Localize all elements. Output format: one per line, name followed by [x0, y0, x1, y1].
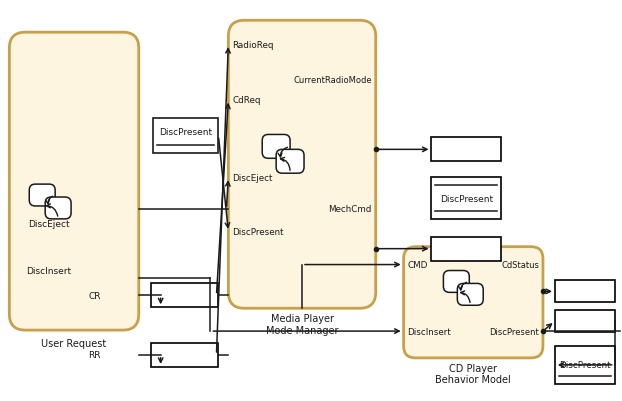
FancyBboxPatch shape [404, 247, 543, 358]
Text: RR: RR [88, 350, 101, 360]
Text: CdReq: CdReq [233, 96, 261, 105]
Text: RadioReq: RadioReq [233, 41, 274, 49]
Bar [151, 343, 218, 367]
Text: DiscEject: DiscEject [233, 173, 272, 182]
Text: CurrentRadioMode: CurrentRadioMode [293, 76, 372, 85]
Text: CdStatus: CdStatus [501, 260, 539, 269]
Bar [432, 237, 501, 261]
FancyBboxPatch shape [276, 150, 304, 174]
Text: DiscInsert: DiscInsert [407, 327, 452, 336]
Text: MechCmd: MechCmd [328, 205, 372, 214]
Bar [555, 310, 615, 332]
Text: Media Player
Mode Manager: Media Player Mode Manager [266, 314, 338, 335]
Bar [432, 178, 501, 219]
FancyBboxPatch shape [45, 198, 71, 219]
Bar [151, 284, 218, 308]
Bar [153, 118, 218, 154]
Text: DiscPresent: DiscPresent [233, 228, 284, 237]
FancyBboxPatch shape [228, 21, 376, 308]
Text: DiscPresent: DiscPresent [559, 360, 611, 369]
Text: CD Player
Behavior Model: CD Player Behavior Model [435, 363, 511, 385]
FancyBboxPatch shape [457, 284, 483, 306]
Text: DiscPresent: DiscPresent [159, 128, 212, 137]
FancyBboxPatch shape [262, 135, 290, 159]
FancyBboxPatch shape [443, 271, 469, 293]
Text: DiscEject: DiscEject [29, 220, 70, 229]
Text: DiscPresent: DiscPresent [440, 194, 493, 203]
Text: CR: CR [88, 291, 101, 300]
Text: DiscInsert: DiscInsert [26, 266, 72, 275]
Bar [432, 138, 501, 162]
Text: CMD: CMD [407, 260, 428, 269]
Text: DiscPresent: DiscPresent [490, 327, 539, 336]
Bar [555, 281, 615, 302]
Text: User Request: User Request [42, 338, 107, 348]
FancyBboxPatch shape [29, 184, 55, 207]
FancyBboxPatch shape [9, 33, 139, 330]
Bar [555, 346, 615, 384]
